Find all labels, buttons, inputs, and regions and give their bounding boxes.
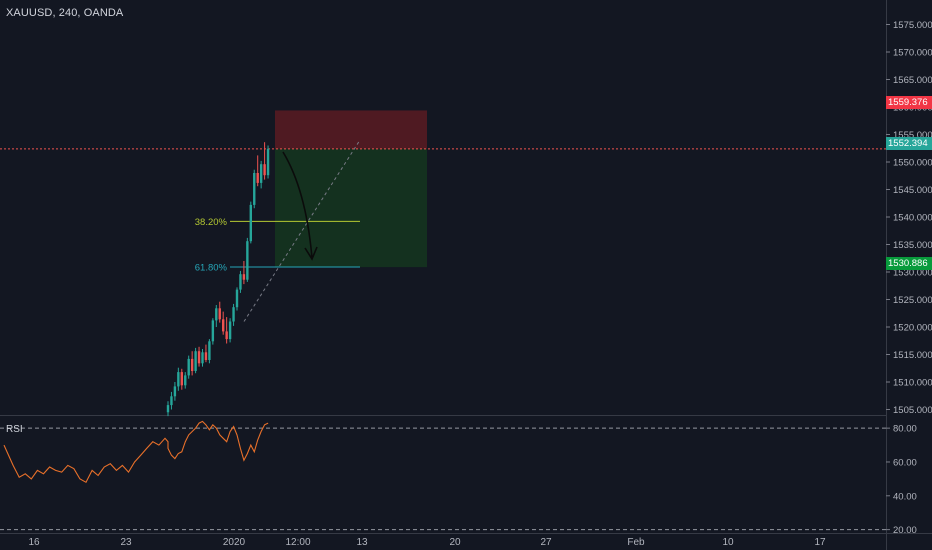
- candle-body: [249, 204, 252, 242]
- take-profit-zone: [275, 148, 427, 268]
- time-tick-label: 20: [449, 537, 461, 548]
- candle-body: [246, 241, 249, 280]
- time-tick-label: 16: [28, 537, 40, 548]
- candle-body: [263, 164, 266, 176]
- rsi-tick-label: 40.00: [893, 491, 917, 502]
- candle-body: [256, 173, 259, 183]
- candle-body: [201, 352, 204, 364]
- time-tick-label: 2020: [223, 537, 246, 548]
- price-tick-label: 1545.000: [893, 185, 932, 196]
- candle-body: [239, 274, 242, 290]
- candle-body: [228, 321, 232, 340]
- rsi-tick-label: 80.00: [893, 424, 917, 435]
- rsi-label: RSI: [6, 424, 23, 435]
- drawn-arrow: [282, 151, 318, 261]
- price-tick-label: 1525.000: [893, 295, 932, 306]
- candle-body: [197, 351, 201, 364]
- arrow-head: [304, 246, 318, 261]
- candle-body: [177, 372, 180, 387]
- candle-body: [204, 352, 208, 360]
- price-tick-label: 1550.000: [893, 158, 932, 169]
- time-tick-label: 13: [356, 537, 368, 548]
- candle-body: [180, 372, 183, 386]
- grid: [0, 415, 886, 531]
- candle-body: [253, 173, 256, 205]
- candle-body: [242, 274, 246, 280]
- rsi-tick-label: 20.00: [893, 525, 917, 536]
- candle-body: [166, 405, 170, 413]
- candle-body: [173, 386, 177, 397]
- arrow-shaft: [282, 151, 313, 259]
- candle-body: [184, 375, 187, 386]
- candle-body: [222, 319, 225, 332]
- price-tick-label: 1575.000: [893, 20, 932, 31]
- rsi-pane: [3, 420, 269, 484]
- time-tick-label: 12:00: [285, 537, 310, 548]
- time-tick-label: 27: [540, 537, 552, 548]
- time-tick-label: 10: [722, 537, 734, 548]
- time-tick-label: Feb: [627, 537, 645, 548]
- rsi-tick-label: 60.00: [893, 457, 917, 468]
- price-tick-label: 1540.000: [893, 213, 932, 224]
- candle-body: [266, 148, 270, 176]
- candle-body: [225, 331, 228, 340]
- rsi-line: [3, 420, 269, 484]
- fib-level-label: 61.80%: [195, 263, 228, 274]
- candle-body: [187, 358, 190, 376]
- stop-loss-zone: [275, 110, 427, 149]
- candle-body: [208, 341, 211, 360]
- candle-body: [232, 307, 235, 322]
- candle-body: [235, 289, 239, 308]
- current-price-tag: 1552.394: [886, 137, 932, 150]
- position-zones: [0, 110, 886, 268]
- candle-body: [170, 396, 173, 406]
- stop-price-tag: 1559.376: [886, 96, 932, 109]
- price-tick-label: 1570.000: [893, 48, 932, 59]
- candle-body: [190, 358, 194, 371]
- price-tick-label: 1505.000: [893, 405, 932, 416]
- price-tick-label: 1565.000: [893, 75, 932, 86]
- target-price-tag: 1530.886: [886, 257, 932, 270]
- price-tick-label: 1555.000: [893, 130, 932, 141]
- candle-body: [218, 308, 221, 320]
- price-tick-label: 1530.000: [893, 268, 932, 279]
- time-tick-label: 23: [120, 537, 132, 548]
- candle-body: [194, 351, 197, 371]
- time-tick-label: 17: [814, 537, 826, 548]
- candle-body: [211, 320, 215, 342]
- price-tick-label: 1515.000: [893, 350, 932, 361]
- candle-body: [259, 164, 263, 183]
- candles: [166, 142, 270, 417]
- candle-body: [215, 308, 218, 321]
- price-tick-label: 1520.000: [893, 323, 932, 334]
- fib-level-label: 38.20%: [195, 217, 228, 228]
- symbol-title: XAUUSD, 240, OANDA: [6, 7, 124, 19]
- price-tick-label: 1535.000: [893, 240, 932, 251]
- price-tick-label: 1510.000: [893, 378, 932, 389]
